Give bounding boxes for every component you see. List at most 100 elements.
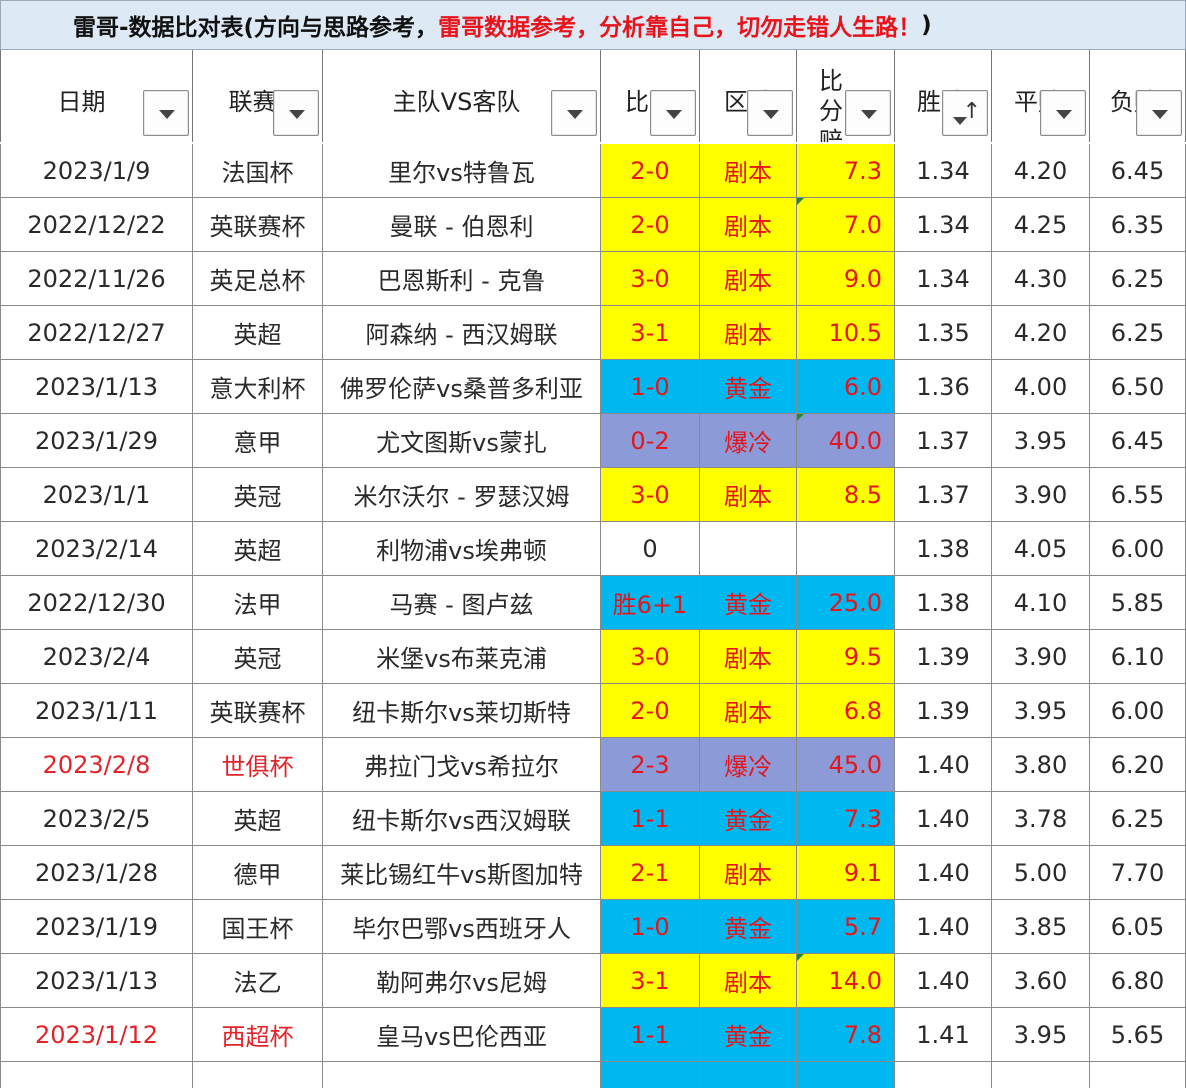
zone-cell[interactable] bbox=[700, 522, 797, 575]
league-cell[interactable]: 英超 bbox=[193, 306, 323, 359]
filter-odds-button[interactable] bbox=[845, 90, 891, 136]
lose-odds-cell[interactable]: 6.25 bbox=[1090, 252, 1186, 305]
win-odds-cell[interactable]: 1.37 bbox=[895, 414, 992, 467]
league-cell[interactable]: 英联赛杯 bbox=[193, 684, 323, 737]
lose-odds-cell[interactable]: 6.45 bbox=[1090, 414, 1186, 467]
league-cell[interactable]: 世俱杯 bbox=[193, 738, 323, 791]
odds-cell[interactable]: 25.0 bbox=[797, 576, 895, 629]
match-cell[interactable]: 罗马 - 博洛尼亚 bbox=[323, 1062, 601, 1088]
zone-cell[interactable]: 剧本 bbox=[700, 252, 797, 305]
odds-cell[interactable]: 40.0 bbox=[797, 414, 895, 467]
lose-odds-cell[interactable]: 6.35 bbox=[1090, 198, 1186, 251]
date-cell[interactable]: 2022/12/22 bbox=[0, 198, 193, 251]
zone-cell[interactable]: 黄金 bbox=[700, 792, 797, 845]
match-cell[interactable]: 尤文图斯vs蒙扎 bbox=[323, 414, 601, 467]
draw-odds-cell[interactable]: 3.90 bbox=[992, 630, 1090, 683]
date-cell[interactable]: 2023/2/4 bbox=[0, 630, 193, 683]
match-cell[interactable]: 巴恩斯利 - 克鲁 bbox=[323, 252, 601, 305]
filter-draw-button[interactable] bbox=[1040, 90, 1086, 136]
match-cell[interactable]: 曼联 - 伯恩利 bbox=[323, 198, 601, 251]
win-odds-cell[interactable]: 1.36 bbox=[895, 360, 992, 413]
league-cell[interactable]: 英超 bbox=[193, 792, 323, 845]
odds-cell[interactable]: 7.3 bbox=[797, 792, 895, 845]
win-odds-cell[interactable]: 1.39 bbox=[895, 630, 992, 683]
odds-cell[interactable]: 6.0 bbox=[797, 360, 895, 413]
score-cell[interactable]: 1-1 bbox=[601, 792, 700, 845]
league-cell[interactable]: 西超杯 bbox=[193, 1008, 323, 1061]
zone-cell[interactable]: 黄金 bbox=[700, 900, 797, 953]
win-odds-cell[interactable]: 1.39 bbox=[895, 684, 992, 737]
date-cell[interactable]: 2023/2/14 bbox=[0, 522, 193, 575]
date-cell[interactable]: 2023/2/8 bbox=[0, 738, 193, 791]
lose-odds-cell[interactable]: 6.80 bbox=[1090, 954, 1186, 1007]
score-cell[interactable]: 1-0 bbox=[601, 360, 700, 413]
match-cell[interactable]: 米堡vs布莱克浦 bbox=[323, 630, 601, 683]
win-odds-cell[interactable]: 1.38 bbox=[895, 522, 992, 575]
draw-odds-cell[interactable]: 3.95 bbox=[992, 1008, 1090, 1061]
draw-odds-cell[interactable]: 4.00 bbox=[992, 360, 1090, 413]
match-cell[interactable]: 马赛 - 图卢兹 bbox=[323, 576, 601, 629]
win-odds-cell[interactable]: 1.40 bbox=[895, 738, 992, 791]
filter-league-button[interactable] bbox=[273, 90, 319, 136]
draw-odds-cell[interactable]: 3.78 bbox=[992, 792, 1090, 845]
win-odds-cell[interactable]: 1.37 bbox=[895, 468, 992, 521]
draw-odds-cell[interactable]: 4.20 bbox=[992, 144, 1090, 197]
date-cell[interactable]: 2023/1/19 bbox=[0, 900, 193, 953]
lose-odds-cell[interactable]: 6.00 bbox=[1090, 684, 1186, 737]
zone-cell[interactable]: 剧本 bbox=[700, 846, 797, 899]
win-odds-cell[interactable]: 1.40 bbox=[895, 954, 992, 1007]
match-cell[interactable]: 阿森纳 - 西汉姆联 bbox=[323, 306, 601, 359]
draw-odds-cell[interactable]: 3.80 bbox=[992, 738, 1090, 791]
league-cell[interactable]: 英联赛杯 bbox=[193, 198, 323, 251]
draw-odds-cell[interactable]: 4.05 bbox=[992, 522, 1090, 575]
lose-odds-cell[interactable]: 6.20 bbox=[1090, 738, 1186, 791]
league-cell[interactable]: 意甲 bbox=[193, 414, 323, 467]
draw-odds-cell[interactable]: 3.95 bbox=[992, 1062, 1090, 1088]
date-cell[interactable]: 2022/12/27 bbox=[0, 306, 193, 359]
zone-cell[interactable]: 剧本 bbox=[700, 630, 797, 683]
date-cell[interactable]: 2023/1/1 bbox=[0, 468, 193, 521]
date-cell[interactable]: 2023/1/4 bbox=[0, 1062, 193, 1088]
zone-cell[interactable]: 剧本 bbox=[700, 954, 797, 1007]
zone-cell[interactable]: 黄金 bbox=[700, 576, 797, 629]
match-cell[interactable]: 佛罗伦萨vs桑普多利亚 bbox=[323, 360, 601, 413]
date-cell[interactable]: 2023/1/12 bbox=[0, 1008, 193, 1061]
lose-odds-cell[interactable]: 6.55 bbox=[1090, 468, 1186, 521]
odds-cell[interactable]: 9.0 bbox=[797, 252, 895, 305]
date-cell[interactable]: 2023/1/13 bbox=[0, 954, 193, 1007]
league-cell[interactable]: 意大利杯 bbox=[193, 360, 323, 413]
filter-zone-button[interactable] bbox=[747, 90, 793, 136]
score-cell[interactable]: 3-1 bbox=[601, 306, 700, 359]
match-cell[interactable]: 勒阿弗尔vs尼姆 bbox=[323, 954, 601, 1007]
odds-cell[interactable]: 14.0 bbox=[797, 954, 895, 1007]
odds-cell[interactable]: 9.1 bbox=[797, 846, 895, 899]
lose-odds-cell[interactable]: 6.25 bbox=[1090, 306, 1186, 359]
score-cell[interactable]: 2-3 bbox=[601, 738, 700, 791]
odds-cell[interactable]: 7.3 bbox=[797, 144, 895, 197]
odds-cell[interactable]: 7.8 bbox=[797, 1008, 895, 1061]
date-cell[interactable]: 2023/1/11 bbox=[0, 684, 193, 737]
lose-odds-cell[interactable]: 6.00 bbox=[1090, 522, 1186, 575]
match-cell[interactable]: 纽卡斯尔vs莱切斯特 bbox=[323, 684, 601, 737]
win-odds-cell[interactable]: 1.41 bbox=[895, 1008, 992, 1061]
draw-odds-cell[interactable]: 4.25 bbox=[992, 198, 1090, 251]
date-cell[interactable]: 2023/1/29 bbox=[0, 414, 193, 467]
zone-cell[interactable]: 剧本 bbox=[700, 468, 797, 521]
draw-odds-cell[interactable]: 5.00 bbox=[992, 846, 1090, 899]
lose-odds-cell[interactable]: 6.45 bbox=[1090, 144, 1186, 197]
league-cell[interactable]: 意甲 bbox=[193, 1062, 323, 1088]
draw-odds-cell[interactable]: 3.95 bbox=[992, 684, 1090, 737]
lose-odds-cell[interactable]: 6.25 bbox=[1090, 792, 1186, 845]
date-cell[interactable]: 2023/1/28 bbox=[0, 846, 193, 899]
match-cell[interactable]: 利物浦vs埃弗顿 bbox=[323, 522, 601, 575]
score-cell[interactable]: 0 bbox=[601, 522, 700, 575]
score-cell[interactable]: 2-0 bbox=[601, 684, 700, 737]
zone-cell[interactable]: 黄金 bbox=[700, 360, 797, 413]
match-cell[interactable]: 里尔vs特鲁瓦 bbox=[323, 144, 601, 197]
league-cell[interactable]: 国王杯 bbox=[193, 900, 323, 953]
score-cell[interactable]: 2-0 bbox=[601, 198, 700, 251]
filter-match-button[interactable] bbox=[551, 90, 597, 136]
score-cell[interactable]: 1-0 bbox=[601, 1062, 700, 1088]
zone-cell[interactable]: 剧本 bbox=[700, 684, 797, 737]
score-cell[interactable]: 3-0 bbox=[601, 630, 700, 683]
